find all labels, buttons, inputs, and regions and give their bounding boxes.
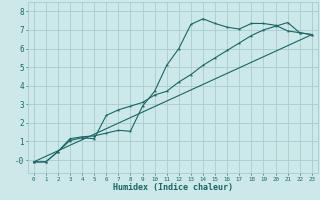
X-axis label: Humidex (Indice chaleur): Humidex (Indice chaleur) bbox=[113, 183, 233, 192]
